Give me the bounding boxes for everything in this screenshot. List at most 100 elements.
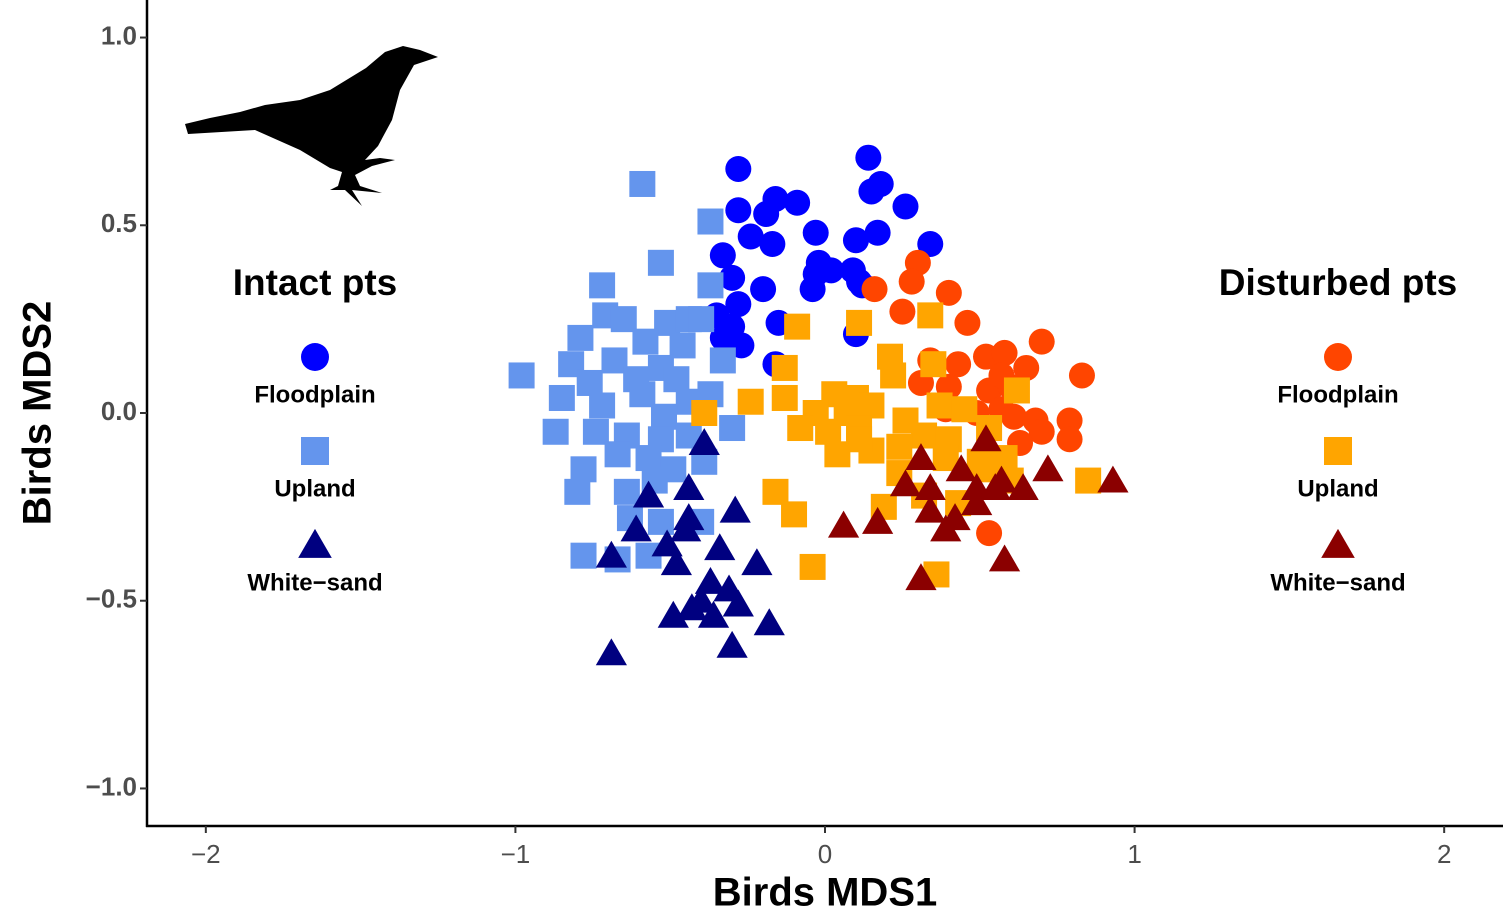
- point: [663, 366, 689, 392]
- point: [1029, 329, 1055, 355]
- point: [800, 276, 826, 302]
- point: [1069, 362, 1095, 388]
- point: [989, 544, 1020, 571]
- point: [725, 197, 751, 223]
- point: [632, 329, 658, 355]
- point: [899, 269, 925, 295]
- legend-marker: [1321, 529, 1355, 558]
- bird-icon: [185, 46, 438, 206]
- legend-label: White−sand: [1270, 569, 1405, 596]
- point: [589, 392, 615, 418]
- x-tick-label: 0: [818, 839, 832, 869]
- point: [710, 347, 736, 373]
- point: [1057, 426, 1083, 452]
- point: [862, 276, 888, 302]
- point: [564, 479, 590, 505]
- legend-title: Disturbed pts: [1219, 262, 1457, 303]
- y-axis-title: Birds MDS2: [16, 301, 60, 526]
- point: [648, 509, 674, 535]
- point: [589, 272, 615, 298]
- point: [725, 156, 751, 182]
- legend-marker: [301, 343, 329, 371]
- point: [954, 310, 980, 336]
- y-tick-label: 1.0: [101, 20, 137, 50]
- legend-marker: [1324, 343, 1352, 371]
- legend-label: Floodplain: [254, 381, 375, 408]
- point: [759, 231, 785, 257]
- point: [951, 396, 977, 422]
- point: [846, 310, 872, 336]
- point: [571, 543, 597, 569]
- x-tick-label: 2: [1437, 839, 1451, 869]
- point: [762, 479, 788, 505]
- legend-marker: [298, 529, 332, 558]
- point: [828, 511, 859, 538]
- point: [670, 332, 696, 358]
- point: [691, 400, 717, 426]
- point: [636, 445, 662, 471]
- legend-marker: [1324, 437, 1352, 465]
- legend-label: Upland: [1297, 475, 1378, 502]
- point: [704, 533, 735, 560]
- y-tick-label: 0.5: [101, 208, 137, 238]
- point: [651, 404, 677, 430]
- point: [688, 306, 714, 332]
- point: [917, 302, 943, 328]
- point: [614, 479, 640, 505]
- point: [629, 171, 655, 197]
- point: [754, 608, 785, 635]
- point: [787, 415, 813, 441]
- point: [717, 631, 748, 658]
- x-tick-label: −2: [191, 839, 221, 869]
- point: [855, 145, 881, 171]
- y-tick-label: −1.0: [86, 771, 137, 801]
- point: [865, 220, 891, 246]
- x-axis-title: Birds MDS1: [713, 871, 938, 915]
- point: [784, 190, 810, 216]
- point: [772, 355, 798, 381]
- point: [858, 392, 884, 418]
- point: [846, 426, 872, 452]
- point: [880, 362, 906, 388]
- point: [945, 351, 971, 377]
- point: [1001, 404, 1027, 430]
- legend-label: White−sand: [247, 569, 382, 596]
- point: [583, 419, 609, 445]
- point: [753, 201, 779, 227]
- point: [509, 362, 535, 388]
- point: [750, 276, 776, 302]
- point: [803, 220, 829, 246]
- point: [697, 272, 723, 298]
- point: [858, 178, 884, 204]
- point: [815, 419, 841, 445]
- legend-label: Upland: [274, 475, 355, 502]
- point: [886, 434, 912, 460]
- point: [1097, 466, 1128, 493]
- point: [543, 419, 569, 445]
- point: [1032, 454, 1063, 481]
- point: [596, 638, 627, 665]
- point: [1004, 377, 1030, 403]
- x-tick-label: −1: [501, 839, 531, 869]
- legend-marker: [301, 437, 329, 465]
- point: [710, 242, 736, 268]
- point: [1075, 468, 1101, 494]
- point: [549, 385, 575, 411]
- point: [992, 340, 1018, 366]
- point: [772, 385, 798, 411]
- point: [976, 520, 1002, 546]
- y-tick-label: −0.5: [86, 584, 137, 614]
- point: [697, 209, 723, 235]
- point: [800, 554, 826, 580]
- point: [927, 392, 953, 418]
- point: [719, 415, 745, 441]
- point: [738, 389, 764, 415]
- point: [920, 351, 946, 377]
- x-tick-label: 1: [1127, 839, 1141, 869]
- point: [611, 306, 637, 332]
- y-tick-label: 0.0: [101, 396, 137, 426]
- point: [720, 496, 751, 523]
- point: [629, 381, 655, 407]
- point: [577, 370, 603, 396]
- point: [648, 250, 674, 276]
